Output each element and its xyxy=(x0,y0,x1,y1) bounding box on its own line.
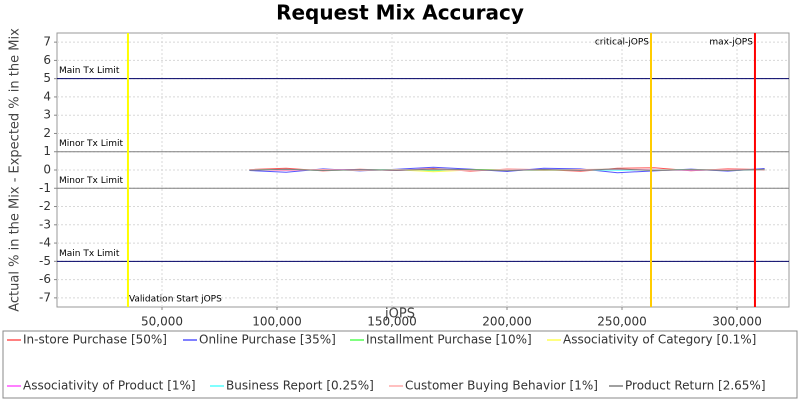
legend-label: Associativity of Category [0.1%] xyxy=(563,333,756,347)
limit-label: Minor Tx Limit xyxy=(59,176,124,186)
y-tick-label: 6 xyxy=(43,53,51,67)
y-tick-label: 5 xyxy=(43,71,51,85)
legend-label: Installment Purchase [10%] xyxy=(366,333,532,347)
y-tick-label: 4 xyxy=(43,89,51,103)
limit-label: Main Tx Limit xyxy=(59,66,120,76)
y-tick-label: -4 xyxy=(39,236,51,250)
legend-label: In-store Purchase [50%] xyxy=(23,333,167,347)
y-tick-label: -1 xyxy=(39,181,51,195)
marker-label: Validation Start jOPS xyxy=(129,295,222,305)
y-tick-label: 0 xyxy=(43,163,51,177)
x-tick-label: 100,000 xyxy=(252,315,302,329)
y-tick-label: -7 xyxy=(39,290,51,304)
y-tick-label: -2 xyxy=(39,199,51,213)
marker-label: critical-jOPS xyxy=(595,38,649,48)
x-tick-label: 300,000 xyxy=(712,315,762,329)
y-tick-label: 1 xyxy=(43,144,51,158)
legend-label: Business Report [0.25%] xyxy=(226,379,374,393)
y-tick-label: 2 xyxy=(43,126,51,140)
legend-label: Online Purchase [35%] xyxy=(199,333,336,347)
legend-label: Associativity of Product [1%] xyxy=(23,379,196,393)
y-tick-label: 7 xyxy=(43,35,51,49)
y-tick-label: -6 xyxy=(39,272,51,286)
y-tick-label: 3 xyxy=(43,108,51,122)
y-axis-label: Actual % in the Mix - Expected % in the … xyxy=(8,28,23,312)
y-tick-label: -3 xyxy=(39,217,51,231)
x-tick-label: 150,000 xyxy=(367,315,417,329)
x-tick-label: 250,000 xyxy=(597,315,647,329)
limit-label: Minor Tx Limit xyxy=(59,139,124,149)
x-tick-label: 200,000 xyxy=(482,315,532,329)
y-tick-label: -5 xyxy=(39,254,51,268)
limit-label: Main Tx Limit xyxy=(59,249,120,259)
chart-title: Request Mix Accuracy xyxy=(276,1,524,25)
x-tick-label: 50,000 xyxy=(141,315,183,329)
legend-label: Product Return [2.65%] xyxy=(625,379,766,393)
legend-label: Customer Buying Behavior [1%] xyxy=(405,379,598,393)
marker-label: max-jOPS xyxy=(709,38,753,48)
